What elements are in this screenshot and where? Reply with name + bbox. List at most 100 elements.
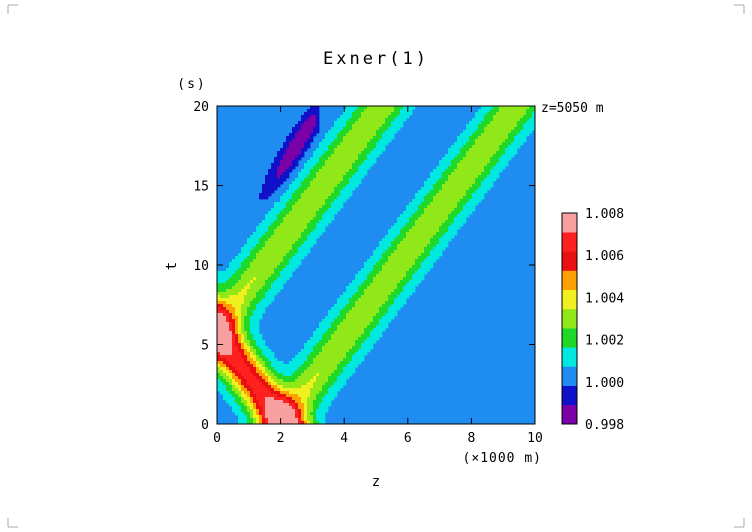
heatmap-cell [346,190,350,194]
heatmap-cell [274,241,278,245]
heatmap-cell [355,142,359,146]
heatmap-cell [382,124,386,128]
heatmap-cell [271,355,275,359]
heatmap-cell [328,175,332,179]
heatmap-cell [397,250,401,254]
heatmap-cell [328,322,332,326]
heatmap-cell [382,271,386,275]
heatmap-cell [283,154,287,158]
heatmap-cell [259,346,263,350]
heatmap-cell [313,418,317,422]
heatmap-cell [250,274,254,278]
heatmap-cell [472,118,476,122]
heatmap-cell [250,235,254,239]
heatmap-cell [259,265,263,269]
heatmap-cell [388,139,392,143]
heatmap-cell [259,244,263,248]
heatmap-cell [220,325,224,329]
heatmap-cell [520,142,524,146]
heatmap-cell [265,397,269,401]
heatmap-cell [394,289,398,293]
heatmap-cell [487,145,491,149]
heatmap-cell [478,199,482,203]
heatmap-cell [286,265,290,269]
heatmap-cell [256,277,260,281]
heatmap-cell [262,310,266,314]
heatmap-cell [217,376,221,380]
heatmap-cell [274,364,278,368]
heatmap-cell [367,295,371,299]
heatmap-cell [217,334,221,338]
heatmap-cell [259,262,263,266]
heatmap-cell [388,316,392,320]
heatmap-cell [244,370,248,374]
heatmap-cell [385,121,389,125]
heatmap-cell [229,367,233,371]
heatmap-cell [265,382,269,386]
heatmap-cell [397,289,401,293]
heatmap-cell [493,130,497,134]
heatmap-cell [520,136,524,140]
heatmap-cell [424,226,428,230]
heatmap-cell [289,397,293,401]
heatmap-cell [283,178,287,182]
heatmap-cell [334,169,338,173]
heatmap-cell [502,127,506,131]
heatmap-cell [439,211,443,215]
heatmap-cell [253,403,257,407]
heatmap-cell [286,238,290,242]
heatmap-cell [439,181,443,185]
heatmap-cell [250,397,254,401]
heatmap-cell [379,244,383,248]
heatmap-cell [391,250,395,254]
heatmap-cell [439,169,443,173]
heatmap-cell [235,394,239,398]
heatmap-cell [307,367,311,371]
heatmap-cell [247,304,251,308]
heatmap-cell [526,130,530,134]
heatmap-cell [271,295,275,299]
heatmap-cell [286,250,290,254]
heatmap-cell [316,115,320,119]
heatmap-cell [508,148,512,152]
heatmap-cell [331,133,335,137]
heatmap-cell [373,316,377,320]
heatmap-cell [325,337,329,341]
heatmap-cell [292,190,296,194]
heatmap-cell [286,211,290,215]
heatmap-cell [256,265,260,269]
heatmap-cell [352,280,356,284]
heatmap-cell [451,223,455,227]
heatmap-cell [463,178,467,182]
heatmap-cell [526,118,530,122]
heatmap-cell [298,184,302,188]
heatmap-cell [253,232,257,236]
heatmap-cell [304,391,308,395]
heatmap-cell [490,169,494,173]
heatmap-cell [277,382,281,386]
heatmap-cell [439,163,443,167]
heatmap-cell [331,334,335,338]
heatmap-cell [307,229,311,233]
heatmap-cell [250,292,254,296]
heatmap-cell [322,145,326,149]
heatmap-cell [274,262,278,266]
heatmap-cell [334,319,338,323]
heatmap-cell [331,310,335,314]
heatmap-cell [322,379,326,383]
heatmap-cell [268,286,272,290]
heatmap-cell [409,271,413,275]
heatmap-cell [322,319,326,323]
heatmap-cell [223,388,227,392]
heatmap-cell [274,394,278,398]
heatmap-cell [226,376,230,380]
heatmap-cell [415,205,419,209]
heatmap-cell [349,154,353,158]
heatmap-cell [259,367,263,371]
heatmap-cell [334,337,338,341]
heatmap-cell [322,418,326,422]
heatmap-cell [448,169,452,173]
heatmap-cell [526,124,530,128]
heatmap-cell [319,142,323,146]
